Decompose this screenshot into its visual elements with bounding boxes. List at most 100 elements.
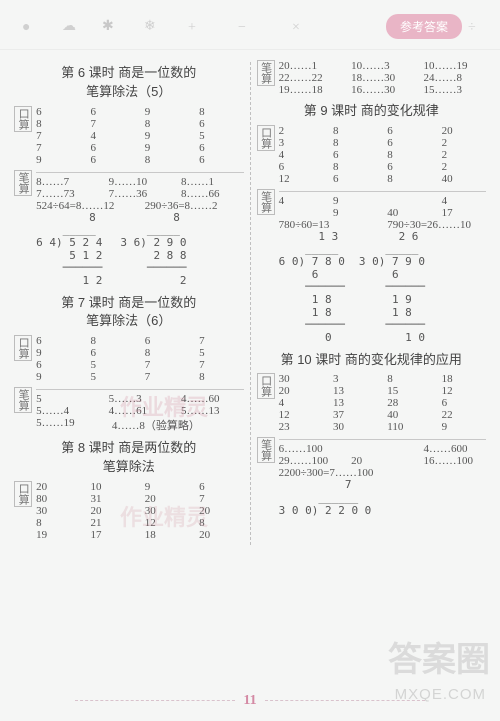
watermark-hw2: 作业精灵: [120, 500, 208, 532]
cell: 524÷64=8……12: [36, 200, 135, 212]
cell: 6: [145, 335, 189, 347]
answers-badge: 参考答案: [386, 14, 462, 39]
cell: 13: [333, 385, 377, 397]
cell: 6: [387, 161, 431, 173]
watermark-hw1: 作业精灵: [120, 390, 208, 422]
cell: 2: [442, 149, 486, 161]
cell: 9: [145, 106, 189, 118]
cell: 37: [333, 409, 377, 421]
lesson6-title-a: 第 6 课时 商是一位数的: [61, 65, 196, 80]
lesson9-kousuan: 口算 28620 3862 4682 6862 126840: [257, 125, 487, 185]
right-column: 笔算 20……110……310……19 22……2218……3024……8 19…: [257, 58, 487, 545]
bisuan-label: 笔算: [257, 437, 275, 463]
kousuan-label: 口算: [257, 125, 275, 151]
cell: 5: [90, 371, 134, 383]
bisuan-label: 笔算: [14, 170, 32, 196]
cell: 8: [36, 517, 80, 529]
circle-icon: ●: [22, 20, 30, 36]
cell: 2: [442, 161, 486, 173]
lesson6-kousuan-grid: 6698 8786 7495 7696 9686: [36, 106, 243, 166]
cell: 22……22: [279, 72, 341, 84]
cell: 40: [387, 207, 431, 219]
cell: 6: [90, 347, 134, 359]
cell: 8: [199, 371, 243, 383]
lesson7-kousuan: 口算 6867 9685 6577 9578: [14, 335, 244, 383]
kousuan-label: 口算: [14, 106, 32, 132]
lesson6-title-b: 笔算除法（5）: [86, 84, 171, 99]
kousuan-label: 口算: [257, 373, 275, 399]
cell: 8: [90, 335, 134, 347]
cell: 8: [333, 137, 377, 149]
cell: 9: [145, 130, 189, 142]
cell: 5……19: [36, 417, 102, 433]
bisuan-label: 笔算: [14, 387, 32, 413]
cell: 6: [36, 359, 80, 371]
cell: 7……73: [36, 188, 98, 200]
topbar: ● ☁ ✱ ❄ + − × ÷ 参考答案: [0, 0, 500, 50]
plus-icon: +: [188, 20, 196, 36]
lesson8-title-b: 笔算除法: [103, 459, 155, 474]
cell: 9: [442, 421, 486, 433]
cell: 8: [387, 173, 431, 185]
cell: 6: [199, 481, 243, 493]
snow-icon: ✱: [102, 18, 114, 35]
cell: 6: [90, 142, 134, 154]
cell: 6: [387, 137, 431, 149]
cell: 7: [36, 142, 80, 154]
cell: 8: [333, 125, 377, 137]
lesson6-kousuan: 口算 6698 8786 7495 7696 9686: [14, 106, 244, 166]
cloud-icon: ☁: [62, 18, 76, 35]
cell: [351, 443, 413, 455]
cell: 20: [351, 455, 413, 467]
cell: 2: [279, 125, 323, 137]
cell: 7: [90, 118, 134, 130]
cell: 4: [279, 195, 323, 207]
cell: 4: [279, 149, 323, 161]
cell: 8: [387, 373, 431, 385]
cell: 6: [199, 118, 243, 130]
cell: 6: [90, 106, 134, 118]
cell: 20: [442, 125, 486, 137]
cell: 80: [36, 493, 80, 505]
watermark-answers: 答案圈: [388, 632, 490, 681]
cell: 7: [199, 359, 243, 371]
lesson9-bisuan: 笔算 494 94017 780÷60=13 790÷30=26……10 1 3…: [257, 189, 487, 345]
cell: 10……3: [351, 60, 413, 72]
cell: 7……36: [109, 188, 171, 200]
cell: 9: [36, 154, 80, 166]
cell: 8: [145, 118, 189, 130]
cell: [387, 195, 431, 207]
cell: 13: [333, 397, 377, 409]
lesson10-bisuan: 笔算 6……1004……600 29……1002016……100 2200÷30…: [257, 437, 487, 517]
cell: 2: [442, 137, 486, 149]
cell: 8: [333, 161, 377, 173]
lesson9-title: 第 9 课时 商的变化规律: [257, 102, 487, 121]
lesson10-kousuan: 口算 303818 20131512 413286 12374022 23301…: [257, 373, 487, 433]
cell: 8: [145, 347, 189, 359]
cell: 290÷36=8……2: [145, 200, 244, 212]
cell: 19: [36, 529, 80, 541]
cell: 12: [279, 409, 323, 421]
cell: 10: [90, 481, 134, 493]
cell: 40: [387, 409, 431, 421]
cell: 6: [442, 397, 486, 409]
cell: 5……4: [36, 405, 98, 417]
left-column: 第 6 课时 商是一位数的 笔算除法（5） 口算 6698 8786 7495 …: [14, 58, 244, 545]
cell: 20: [36, 481, 80, 493]
cell: 6: [199, 154, 243, 166]
lesson7-title-a: 第 7 课时 商是一位数的: [61, 295, 196, 310]
cell: 7: [145, 371, 189, 383]
minus-icon: −: [238, 20, 246, 36]
lesson6-title: 第 6 课时 商是一位数的 笔算除法（5）: [14, 64, 244, 102]
times-icon: ×: [292, 20, 300, 36]
lesson7-title-b: 笔算除法（6）: [86, 313, 171, 328]
cell: 8: [36, 118, 80, 130]
cell: 6: [387, 125, 431, 137]
cell: 8……66: [181, 188, 243, 200]
cell: 9: [145, 481, 189, 493]
cell: 6: [199, 142, 243, 154]
cell: 19……18: [279, 84, 341, 96]
cell: 8: [199, 106, 243, 118]
cell: 110: [387, 421, 431, 433]
cell: [279, 207, 323, 219]
